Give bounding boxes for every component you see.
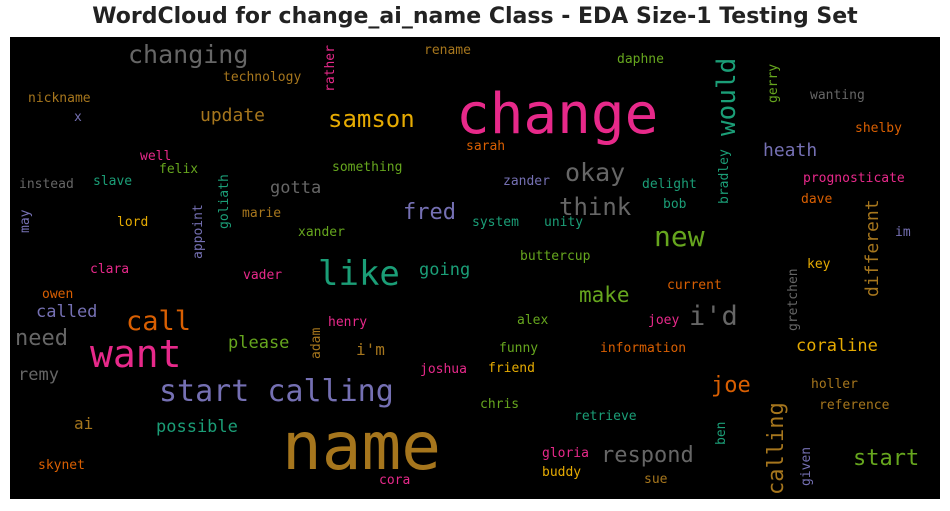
word-funny: funny (499, 341, 539, 356)
word-called: called (36, 302, 98, 322)
word-well: well (140, 149, 172, 164)
word-retrieve: retrieve (574, 409, 637, 424)
chart-title: WordCloud for change_ai_name Class - EDA… (92, 4, 858, 29)
word-xander: xander (298, 225, 345, 240)
word-coraline: coraline (796, 336, 878, 356)
word-okay: okay (565, 158, 626, 187)
word-im2: im (895, 225, 911, 240)
word-ben: ben (714, 421, 729, 445)
word-sarah: sarah (466, 139, 506, 154)
word-adam: adam (309, 327, 324, 359)
word-sue: sue (644, 472, 668, 487)
word-technology: technology (223, 70, 302, 85)
word-possible: possible (156, 417, 238, 437)
word-respond: respond (601, 443, 694, 468)
word-wanting: wanting (810, 88, 865, 103)
word-joey: joey (648, 313, 680, 328)
word-bradley: bradley (717, 149, 732, 204)
word-remy: remy (18, 365, 59, 385)
word-samson: samson (328, 105, 415, 133)
word-update: update (200, 105, 266, 126)
word-henry: henry (328, 315, 368, 330)
word-want: want (90, 332, 182, 376)
word-buttercup: buttercup (520, 249, 591, 264)
word-skynet: skynet (38, 458, 85, 473)
word-gretchen: gretchen (786, 268, 801, 331)
word-like: like (318, 254, 400, 294)
word-unity: unity (544, 215, 584, 230)
word-delight: delight (642, 177, 697, 192)
word-change: change (456, 82, 659, 147)
word-rename: rename (424, 43, 471, 58)
word-heath: heath (763, 140, 818, 161)
word-id: i'd (689, 301, 738, 332)
word-zander: zander (503, 174, 550, 189)
word-buddy: buddy (542, 465, 582, 480)
word-instead: instead (19, 177, 74, 192)
word-current: current (667, 278, 722, 293)
word-different: different (862, 199, 883, 297)
word-appoint: appoint (191, 204, 206, 259)
word-would: would (712, 57, 742, 136)
word-prognosticate: prognosticate (803, 171, 905, 186)
word-felix: felix (159, 162, 199, 177)
word-given: given (799, 446, 814, 486)
word-gloria: gloria (542, 446, 589, 461)
word-x: x (74, 110, 82, 125)
word-ai: ai (74, 414, 94, 433)
word-please: please (228, 333, 290, 353)
word-calling: calling (764, 402, 789, 495)
word-cloud: name change want start calling like new … (10, 37, 940, 499)
word-nickname: nickname (28, 91, 91, 106)
word-bob: bob (663, 197, 687, 212)
word-name: name (282, 408, 441, 485)
word-shelby: shelby (855, 121, 902, 136)
word-system: system (472, 215, 519, 230)
word-reference: reference (819, 398, 890, 413)
word-vader: vader (243, 268, 283, 283)
word-gotta: gotta (270, 178, 322, 198)
word-going: going (419, 260, 471, 280)
word-make: make (579, 283, 630, 307)
word-new: new (654, 220, 705, 253)
word-holler: holler (811, 377, 858, 392)
word-goliath: goliath (217, 174, 232, 229)
word-changing: changing (128, 40, 249, 69)
word-call: call (126, 306, 192, 337)
word-slave: slave (93, 174, 133, 189)
word-joshua: joshua (420, 362, 467, 377)
word-im: i'm (356, 340, 385, 359)
word-lord: lord (117, 215, 149, 230)
word-friend: friend (488, 361, 535, 376)
word-may: may (18, 209, 33, 233)
word-fred: fred (403, 200, 456, 225)
word-marie: marie (242, 206, 282, 221)
word-start: start (853, 446, 920, 471)
word-start-calling: start calling (159, 374, 394, 409)
word-information: information (600, 341, 687, 356)
word-cora: cora (379, 473, 411, 488)
word-dave: dave (801, 192, 833, 207)
word-key: key (807, 257, 831, 272)
word-something: something (332, 160, 403, 175)
word-clara: clara (90, 262, 130, 277)
word-gerry: gerry (766, 63, 781, 103)
word-need: need (15, 326, 68, 351)
word-think: think (559, 193, 632, 221)
word-joe: joe (711, 373, 751, 398)
word-daphne: daphne (617, 52, 664, 67)
word-alex: alex (517, 313, 549, 328)
word-chris: chris (480, 397, 520, 412)
word-rather: rather (323, 45, 338, 92)
word-owen: owen (42, 287, 74, 302)
